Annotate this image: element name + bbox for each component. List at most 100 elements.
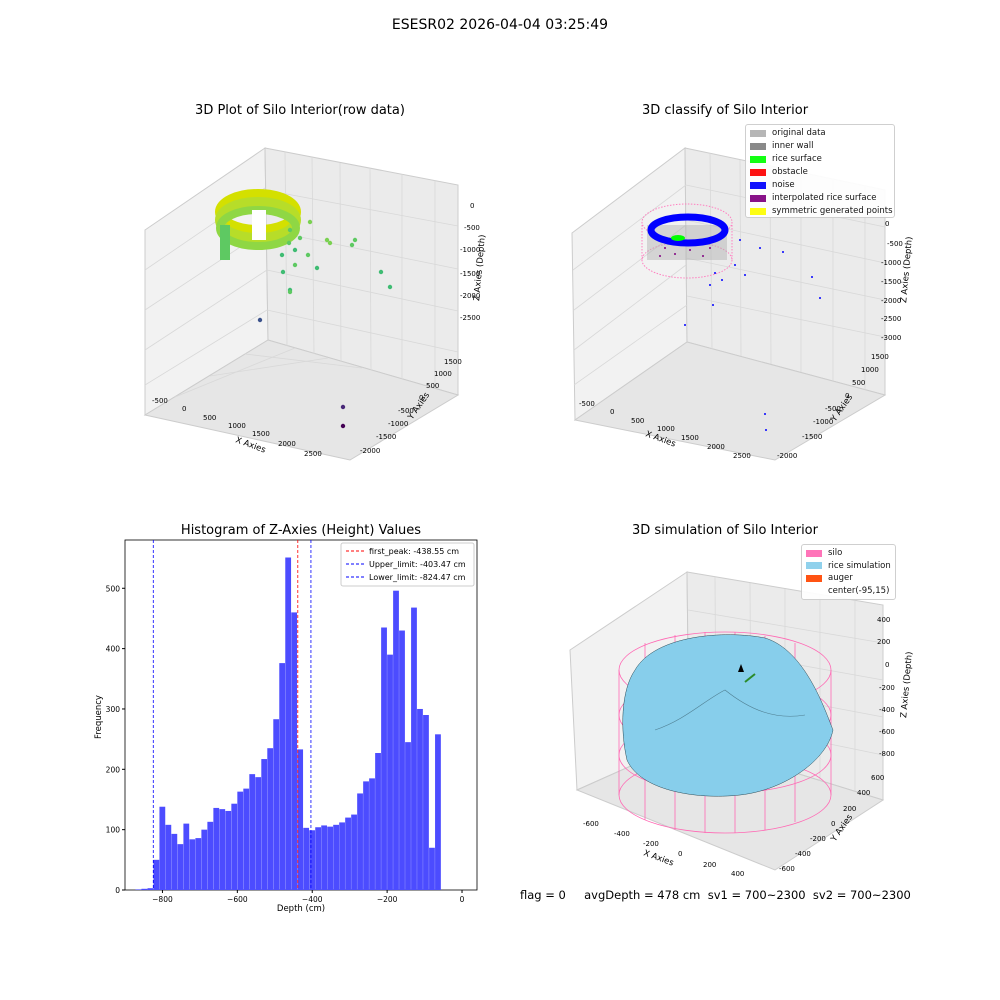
classify-legend-swatch bbox=[750, 169, 766, 176]
simulation-plot-title: 3D simulation of Silo Interior bbox=[632, 523, 818, 538]
svg-text:1500: 1500 bbox=[871, 353, 889, 361]
svg-text:-1500: -1500 bbox=[376, 433, 396, 441]
svg-text:-1500: -1500 bbox=[881, 278, 901, 286]
svg-text:-1000: -1000 bbox=[881, 259, 901, 267]
svg-text:0: 0 bbox=[845, 392, 849, 400]
histogram-bar bbox=[411, 607, 417, 890]
svg-text:200: 200 bbox=[703, 861, 716, 869]
histogram-bar bbox=[249, 774, 256, 890]
classify-silo-cylinder bbox=[641, 203, 733, 279]
classify-noise-points bbox=[684, 239, 821, 431]
classify-legend-item: noise bbox=[750, 179, 894, 192]
svg-text:0: 0 bbox=[182, 405, 186, 413]
svg-text:1000: 1000 bbox=[434, 370, 452, 378]
histogram-x-ticks: −800 −600 −400 −200 0 bbox=[152, 890, 465, 904]
classify-floor bbox=[573, 341, 887, 461]
svg-text:0: 0 bbox=[419, 394, 423, 402]
classify-legend-label: interpolated rice surface bbox=[772, 193, 877, 203]
svg-text:-600: -600 bbox=[879, 728, 895, 736]
histogram-bars bbox=[135, 557, 441, 890]
classify-legend-label: rice surface bbox=[772, 154, 822, 164]
histogram-bar bbox=[399, 630, 405, 890]
svg-text:-600: -600 bbox=[779, 865, 795, 873]
svg-text:500: 500 bbox=[852, 379, 865, 387]
histogram-bar bbox=[423, 715, 429, 890]
svg-text:-200: -200 bbox=[643, 840, 659, 848]
histogram-bar bbox=[279, 663, 286, 890]
histogram-y-tick-label: 0 bbox=[115, 886, 120, 895]
simulation-legend-item: silo bbox=[806, 547, 895, 560]
svg-text:2000: 2000 bbox=[278, 440, 296, 448]
histogram-bar bbox=[141, 888, 148, 890]
histogram-x-tick-label: −600 bbox=[227, 895, 248, 904]
svg-text:-500: -500 bbox=[887, 240, 903, 248]
svg-text:-2500: -2500 bbox=[460, 314, 480, 322]
classify-gridlines bbox=[572, 152, 886, 390]
classify-legend-item: interpolated rice surface bbox=[750, 192, 894, 205]
histogram-bar bbox=[375, 753, 381, 890]
histogram-bar bbox=[183, 823, 190, 890]
classify-y-ticks: 1500 1000 500 0 -500 -1000 -1500 -2000 bbox=[777, 353, 889, 460]
simulation-legend-label: silo bbox=[828, 548, 843, 558]
svg-text:-500: -500 bbox=[398, 407, 414, 415]
svg-text:-1500: -1500 bbox=[802, 433, 822, 441]
raw-gridlines bbox=[144, 151, 459, 398]
histogram-bar bbox=[135, 889, 142, 890]
histogram-bar bbox=[369, 778, 375, 890]
status-footer: flag = 0 avgDepth = 478 cm sv1 = 700~230… bbox=[520, 888, 911, 902]
svg-text:-500: -500 bbox=[579, 400, 595, 408]
sim-z-label: Z Axies (Depth) bbox=[899, 651, 915, 718]
svg-text:1500: 1500 bbox=[681, 434, 699, 442]
histogram-bar bbox=[381, 627, 387, 890]
svg-text:-3000: -3000 bbox=[881, 334, 901, 342]
histogram-bar bbox=[261, 759, 268, 890]
classify-legend-label: original data bbox=[772, 128, 826, 138]
histogram-bar bbox=[273, 719, 280, 890]
sim-x-ticks: -600 -400 -200 0 200 400 bbox=[583, 820, 744, 878]
svg-text:-1500: -1500 bbox=[460, 270, 480, 278]
histogram-y-tick-label: 100 bbox=[106, 826, 121, 835]
svg-text:500: 500 bbox=[203, 414, 216, 422]
svg-text:400: 400 bbox=[731, 870, 744, 878]
histogram-bar bbox=[309, 830, 316, 890]
histogram-y-tick-label: 300 bbox=[106, 705, 121, 714]
simulation-legend-swatch bbox=[806, 549, 822, 557]
raw-floor bbox=[143, 339, 460, 461]
classify-legend-item: original data bbox=[750, 127, 894, 140]
svg-text:-2000: -2000 bbox=[777, 452, 797, 460]
svg-text:0: 0 bbox=[470, 202, 474, 210]
histogram-bar bbox=[225, 810, 232, 890]
svg-text:500: 500 bbox=[631, 417, 644, 425]
svg-text:-400: -400 bbox=[614, 830, 630, 838]
histogram-chart: −800 −600 −400 −200 0 0 100 200 300 400 500 Depth… bbox=[94, 539, 478, 914]
svg-text:0: 0 bbox=[610, 408, 614, 416]
classify-legend-swatch bbox=[750, 143, 766, 150]
raw-scatter-points bbox=[257, 219, 393, 429]
histogram-bar bbox=[321, 825, 328, 890]
histogram-bar bbox=[417, 708, 423, 890]
histogram-bar bbox=[435, 734, 441, 890]
histogram-bar bbox=[351, 814, 357, 890]
histogram-bar bbox=[165, 824, 172, 890]
histogram-bar bbox=[315, 827, 322, 890]
histogram-legend-label: first_peak: -438.55 cm bbox=[369, 547, 459, 556]
histogram-title: Histogram of Z-Axies (Height) Values bbox=[180, 523, 422, 538]
simulation-legend-item: center(-95,15) bbox=[806, 585, 895, 598]
histogram-bar bbox=[243, 788, 250, 890]
histogram-legend: first_peak: -438.55 cm Upper_limit: -403.… bbox=[340, 542, 475, 587]
simulation-legend-swatch bbox=[806, 562, 822, 570]
simulation-legend: silo rice simulation auger center(-95,15) bbox=[801, 544, 896, 600]
classify-legend: original data inner wall rice surface obsta… bbox=[745, 124, 895, 218]
simulation-legend-label: auger bbox=[828, 573, 853, 583]
classify-legend-item: rice surface bbox=[750, 153, 894, 166]
sim-rice-contour bbox=[654, 689, 806, 731]
histogram-x-tick-label: 0 bbox=[460, 895, 465, 904]
histogram-bar bbox=[345, 817, 351, 890]
histogram-x-tick-label: −200 bbox=[377, 895, 398, 904]
svg-text:0: 0 bbox=[678, 850, 682, 858]
histogram-bar bbox=[237, 791, 244, 890]
classify-legend-label: obstacle bbox=[772, 167, 808, 177]
svg-text:1500: 1500 bbox=[444, 358, 462, 366]
classify-legend-swatch bbox=[750, 182, 766, 189]
svg-text:2000: 2000 bbox=[707, 443, 725, 451]
